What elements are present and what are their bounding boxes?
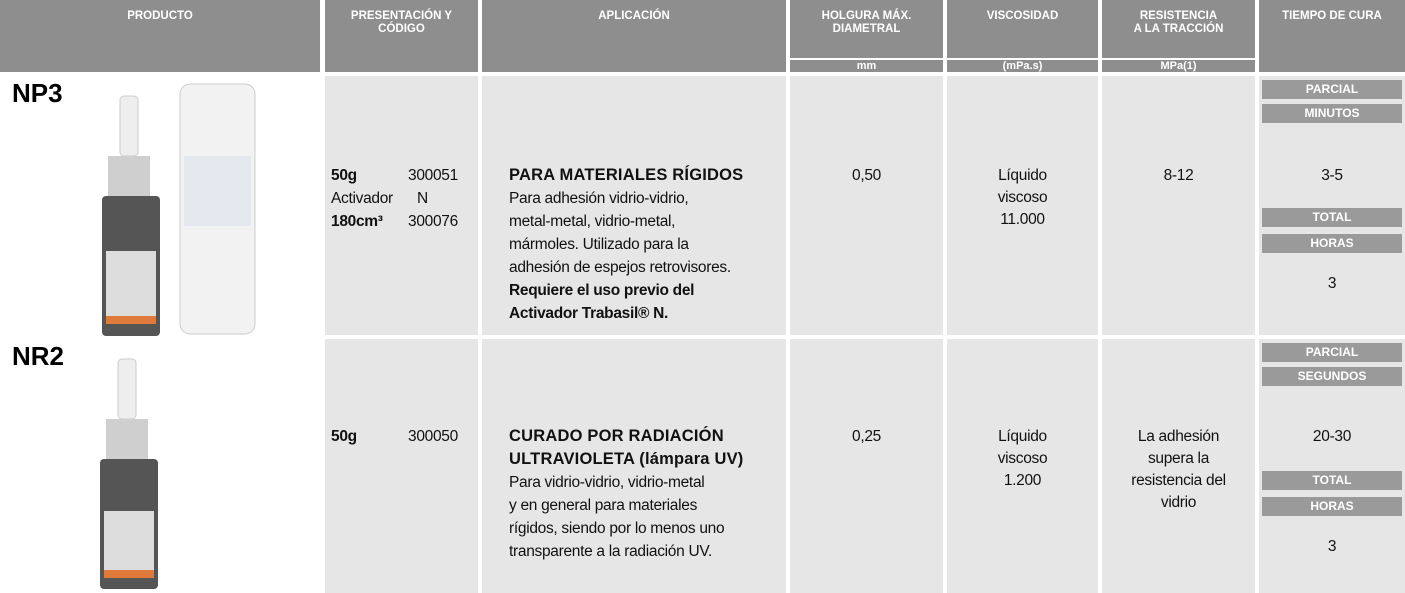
table-cell — [947, 339, 1098, 593]
product-images — [100, 83, 256, 589]
cure-value: 3 — [1327, 538, 1337, 555]
code: 300050 — [408, 428, 458, 445]
application-title: CURADO POR RADIACIÓN — [509, 427, 724, 445]
strength: 8-12 — [1163, 167, 1194, 184]
strength: supera la — [1147, 450, 1210, 467]
header-text: PRESENTACIÓN Y — [350, 10, 453, 22]
cure-unit: HORAS — [1262, 497, 1402, 516]
table-cell — [325, 76, 478, 335]
table-cell — [1102, 339, 1255, 593]
application-note: Activador Trabasil® N. — [509, 305, 669, 322]
quantity: 50g — [331, 167, 357, 184]
header-text: PRODUCTO — [127, 10, 193, 22]
viscosity: 1.200 — [1003, 472, 1042, 489]
header-cell: HOLGURA MÁX. DIAMETRAL — [790, 0, 943, 58]
cure-label: TOTAL — [1262, 471, 1402, 490]
header-text: TIEMPO DE CURA — [1282, 10, 1382, 22]
cure-label: PARCIAL — [1262, 343, 1402, 362]
viscosity: Líquido — [998, 167, 1047, 184]
table-cell — [482, 76, 786, 335]
cure-value: 3-5 — [1321, 167, 1343, 184]
table-cell — [790, 339, 943, 593]
header-text: A LA TRACCIÓN — [1133, 23, 1224, 35]
cure-label: PARCIAL — [1262, 80, 1402, 99]
application-text: mármoles. Utilizado para la — [509, 236, 689, 253]
cure-unit: SEGUNDOS — [1262, 367, 1402, 386]
cure-unit: MINUTOS — [1262, 104, 1402, 123]
strength: resistencia del — [1131, 472, 1226, 489]
header-cell: PRESENTACIÓN Y CÓDIGO — [325, 0, 478, 72]
header-cell: TIEMPO DE CURA — [1259, 0, 1405, 72]
header-text: CÓDIGO — [378, 23, 425, 35]
header-text: DIAMETRAL — [832, 23, 901, 35]
unit-label: mm — [790, 60, 943, 72]
viscosity: 11.000 — [1000, 211, 1045, 228]
viscosity: viscoso — [997, 189, 1048, 206]
header-cell: VISCOSIDAD — [947, 0, 1098, 58]
application-text: Para adhesión vidrio-vidrio, — [509, 190, 689, 207]
viscosity: Líquido — [998, 428, 1047, 445]
clearance: 0,50 — [852, 167, 881, 184]
application-text: metal-metal, vidrio-metal, — [509, 213, 676, 230]
header-cell: RESISTENCIA A LA TRACCIÓN — [1102, 0, 1255, 58]
header-text: HOLGURA MÁX. — [821, 10, 912, 22]
header-text: VISCOSIDAD — [986, 10, 1059, 22]
header-cell: PRODUCTO — [0, 0, 320, 72]
quantity: 50g — [331, 428, 357, 445]
cure-value: 20-30 — [1312, 428, 1352, 445]
table-cell — [482, 339, 786, 593]
quantity: Activador — [331, 190, 393, 207]
unit-label: (mPa.s) — [947, 60, 1098, 72]
header-text: RESISTENCIA — [1139, 10, 1218, 22]
table-cell — [325, 339, 478, 593]
application-title: ULTRAVIOLETA (lámpara UV) — [509, 450, 744, 468]
code: 300051 — [408, 167, 458, 184]
application-text: transparente a la radiación UV. — [509, 543, 712, 560]
application-text: adhesión de espejos retrovisores. — [509, 259, 731, 276]
application-text: y en general para materiales — [509, 497, 698, 514]
application-text: Para vidrio-vidrio, vidrio-metal — [509, 474, 705, 491]
unit-label: MPa(1) — [1102, 60, 1255, 72]
application-title: PARA MATERIALES RÍGIDOS — [509, 166, 744, 184]
header-cell: APLICACIÓN — [482, 0, 786, 72]
cure-value: 3 — [1327, 275, 1337, 292]
product-name: NP3 — [12, 78, 63, 108]
table-cell — [947, 76, 1098, 335]
code: N — [417, 190, 428, 207]
cure-unit: HORAS — [1262, 234, 1402, 253]
table-cell — [1102, 76, 1255, 335]
strength: vidrio — [1160, 494, 1197, 511]
code: 300076 — [408, 213, 458, 230]
cure-label: TOTAL — [1262, 208, 1402, 227]
table-cell — [790, 76, 943, 335]
product-name: NR2 — [12, 341, 65, 371]
application-note: Requiere el uso previo del — [509, 282, 695, 299]
application-text: rígidos, siendo por lo menos uno — [509, 520, 725, 537]
quantity: 180cm³ — [331, 213, 383, 230]
strength: La adhesión — [1137, 428, 1220, 445]
viscosity: viscoso — [997, 450, 1048, 467]
header-text: APLICACIÓN — [598, 10, 670, 22]
clearance: 0,25 — [852, 428, 881, 445]
